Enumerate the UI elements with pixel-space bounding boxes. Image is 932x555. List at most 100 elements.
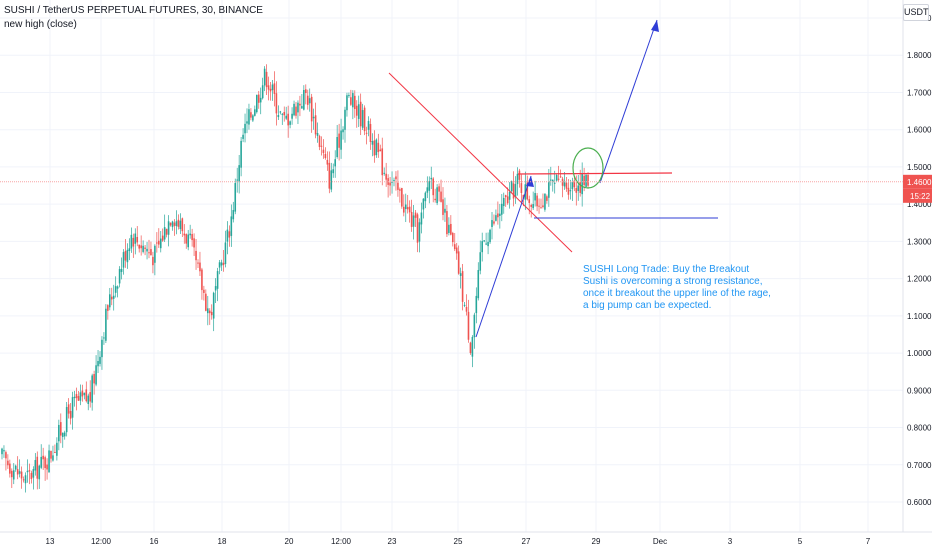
candle-body <box>420 212 423 225</box>
candle-body <box>124 250 127 261</box>
candle-body <box>461 271 464 302</box>
candle-body <box>234 183 237 212</box>
candle-body <box>185 234 188 244</box>
candle-body <box>510 181 513 192</box>
candle-body <box>514 184 517 198</box>
candle-body <box>24 475 27 484</box>
candle-body <box>69 411 72 419</box>
candle-body <box>89 392 91 402</box>
candle-body <box>406 207 409 210</box>
candle-body <box>275 93 278 114</box>
candle-body <box>36 456 39 479</box>
candle-body <box>85 389 88 402</box>
candle-body <box>112 295 115 299</box>
candle-body <box>371 141 374 145</box>
candle-body <box>130 234 133 249</box>
candle-body <box>557 178 560 180</box>
candle-body <box>134 233 137 244</box>
candle-body <box>128 248 131 252</box>
candle-body <box>250 112 252 118</box>
time-axis: 13 12:00 16 18 20 12:00 23 25 27 29 Dec 3 5 7 <box>0 531 932 546</box>
annotation-line: Sushi is overcoming a strong resistance, <box>583 276 763 287</box>
candle-body <box>122 252 125 268</box>
candle-body <box>34 460 37 471</box>
candle-body <box>471 336 474 357</box>
time-tick-label: 23 <box>388 537 397 546</box>
candle-body <box>389 182 391 186</box>
price-axis-bg <box>903 0 932 550</box>
candle-body <box>220 262 223 266</box>
last-price-tag <box>903 174 932 189</box>
time-tick-label: 20 <box>285 537 294 546</box>
time-tick-label: 25 <box>454 537 463 546</box>
candle-body <box>156 242 158 244</box>
target-arrow-line <box>599 19 658 184</box>
candle-body <box>171 221 174 228</box>
price-tick-label: 0.9000 <box>907 386 932 395</box>
candle-body <box>146 248 148 252</box>
candle-body <box>508 191 511 200</box>
price-tick-label: 1.6000 <box>907 126 932 135</box>
candle-body <box>81 390 84 397</box>
candle-body <box>579 181 581 193</box>
candle-body <box>205 293 207 311</box>
candle-body <box>216 271 219 289</box>
candle-body <box>259 97 262 103</box>
candle-body <box>324 153 327 159</box>
candle-body <box>271 84 274 91</box>
candle-body <box>303 89 305 110</box>
candle-body <box>459 273 462 276</box>
candle-body <box>246 121 248 124</box>
candle-body <box>159 238 162 249</box>
candle-body <box>77 396 80 401</box>
candle-body <box>412 215 415 227</box>
price-tick-label: 0.8000 <box>907 424 932 433</box>
candle-body <box>528 199 531 203</box>
candle-body <box>60 422 62 436</box>
candle-body <box>11 470 13 478</box>
candle-body <box>440 191 442 202</box>
price-tick-label: 1.1000 <box>907 312 932 321</box>
candle-body <box>63 432 66 437</box>
candle-body <box>3 450 5 452</box>
drawings: SUSHI Long Trade: Buy the BreakoutSushi … <box>0 19 903 338</box>
candle-body <box>30 472 33 480</box>
candle-body <box>173 222 176 226</box>
candle-body <box>399 189 401 191</box>
candle-body <box>481 241 483 253</box>
candle-body <box>310 96 313 122</box>
candle-body <box>355 105 358 116</box>
candle-body <box>281 113 284 115</box>
candle-body <box>48 450 50 473</box>
candle-body <box>101 339 103 358</box>
candle-body <box>408 206 411 213</box>
candle-body <box>248 109 250 125</box>
candle-body <box>506 196 509 204</box>
candle-body <box>338 133 340 148</box>
candle-body <box>571 181 574 190</box>
candle-body <box>446 211 448 235</box>
candle-body <box>301 106 303 109</box>
candle-body <box>330 170 333 190</box>
candle-body <box>158 240 160 245</box>
time-tick-label: 18 <box>218 537 227 546</box>
candle-body <box>191 233 193 241</box>
candle-body <box>207 308 209 314</box>
candle-body <box>97 361 99 367</box>
candle-body <box>14 465 17 470</box>
candle-body <box>218 262 221 268</box>
price-tick-label: 1.2000 <box>907 275 932 284</box>
candle-body <box>163 227 166 240</box>
candle-body <box>336 137 338 158</box>
resistance-line <box>517 172 673 175</box>
price-tick-label: 1.8000 <box>907 51 932 60</box>
candle-body <box>314 115 317 135</box>
candle-body <box>457 251 460 274</box>
breakout-circle <box>572 147 604 189</box>
candle-body <box>397 182 399 190</box>
candle-body <box>116 286 119 289</box>
candle-body <box>361 110 364 128</box>
currency-badge[interactable]: USDT <box>903 4 929 21</box>
candle-body <box>575 188 578 193</box>
